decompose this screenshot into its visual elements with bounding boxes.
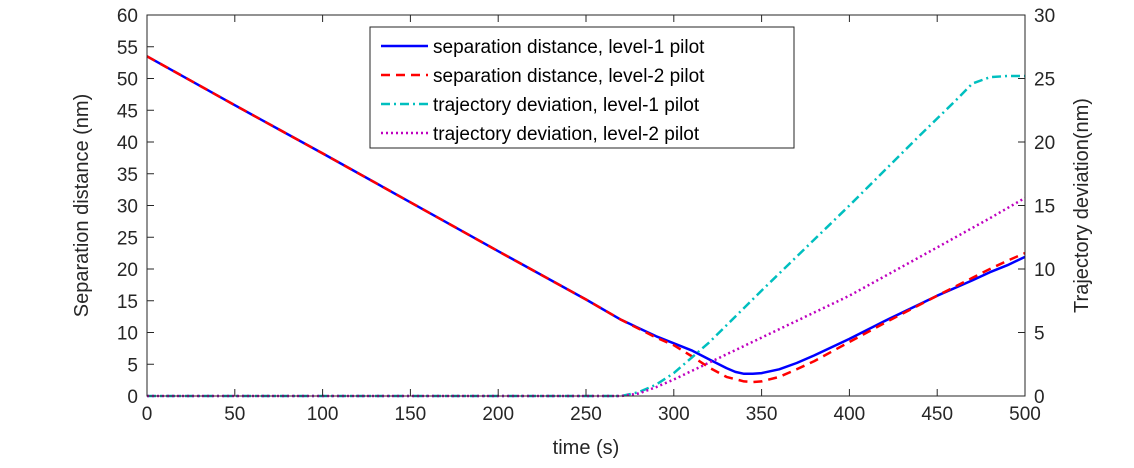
series-line-2 xyxy=(146,55,1026,384)
y-tick-label-left: 0 xyxy=(127,387,138,408)
legend-label-2: separation distance, level-2 pilot xyxy=(433,66,705,87)
x-tick-label: 450 xyxy=(921,404,953,425)
ticks-layer xyxy=(146,14,1026,397)
x-tick-label: 250 xyxy=(570,404,602,425)
labels-layer: 0 50 100 150 200 250 300 350 400 450 5000510152025… xyxy=(117,6,1055,425)
y-tick-label-right: 20 xyxy=(1034,133,1055,154)
y-tick-label-right: 10 xyxy=(1034,260,1055,281)
y-tick-label-left: 40 xyxy=(117,133,138,154)
x-tick-label: 500 xyxy=(1009,404,1041,425)
series-layer xyxy=(146,55,1026,398)
y-tick-label-right: 15 xyxy=(1034,197,1055,218)
y-tick-label-left: 25 xyxy=(117,228,138,249)
y-tick-label-left: 15 xyxy=(117,292,138,313)
y-tick-label-left: 10 xyxy=(117,324,138,345)
legend-box xyxy=(369,26,795,149)
x-tick-label: 300 xyxy=(658,404,690,425)
y-axis-title-right: Trajectory deviation(nm) xyxy=(1071,98,1093,313)
legend-label-4: trajectory deviation, level-2 pilot xyxy=(433,124,700,145)
x-tick-label: 150 xyxy=(395,404,427,425)
x-axis-title: time (s) xyxy=(553,437,620,459)
legend: separation distance, level-1 pilot separa… xyxy=(369,26,795,149)
y-tick-label-left: 35 xyxy=(117,165,138,186)
x-tick-label: 200 xyxy=(482,404,514,425)
x-tick-label: 100 xyxy=(307,404,339,425)
series-line-1 xyxy=(146,55,1026,376)
series-line-3 xyxy=(147,74,1025,398)
y-tick-label-left: 55 xyxy=(117,38,138,59)
y-tick-label-right: 25 xyxy=(1034,70,1055,91)
y-axis-title-left: Separation distance (nm) xyxy=(71,94,93,317)
y-tick-label-left: 20 xyxy=(117,260,138,281)
y-tick-label-left: 45 xyxy=(117,101,138,122)
x-tick-label: 400 xyxy=(834,404,866,425)
y-tick-label-left: 60 xyxy=(117,6,138,27)
y-tick-label-right: 30 xyxy=(1034,6,1055,27)
y-tick-label-right: 0 xyxy=(1034,387,1045,408)
y-tick-label-left: 5 xyxy=(127,355,138,376)
y-tick-label-left: 50 xyxy=(117,70,138,91)
x-tick-label: 50 xyxy=(224,404,245,425)
y-tick-label-left: 30 xyxy=(117,197,138,218)
y-tick-label-right: 5 xyxy=(1034,324,1045,345)
legend-label-3: trajectory deviation, level-1 pilot xyxy=(433,95,700,116)
x-tick-label: 0 xyxy=(142,404,153,425)
legend-label-1: separation distance, level-1 pilot xyxy=(433,37,705,58)
x-tick-label: 350 xyxy=(746,404,778,425)
